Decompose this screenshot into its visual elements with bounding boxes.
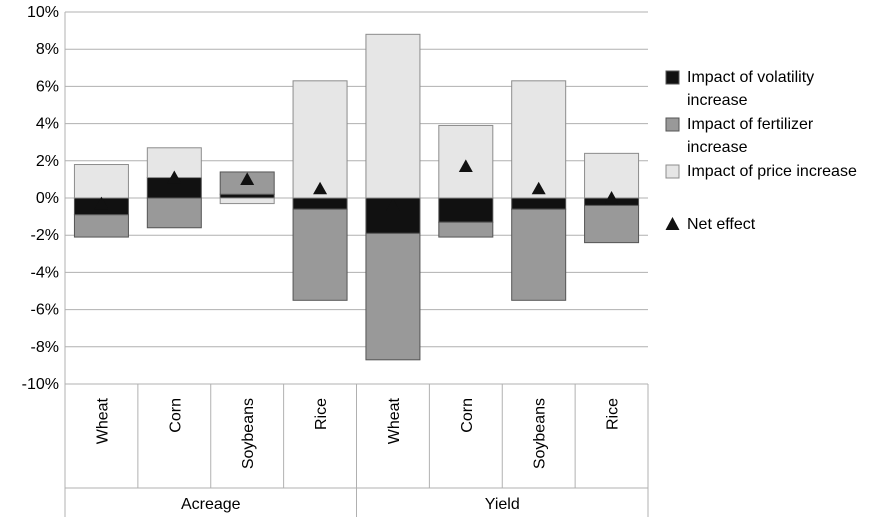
category-label: Wheat (386, 397, 403, 444)
y-tick-label: -6% (31, 302, 59, 319)
y-tick-label: 2% (36, 153, 59, 170)
legend-swatch (665, 70, 680, 85)
category-label: Wheat (94, 397, 111, 444)
legend-label: Impact of fertilizer (687, 116, 814, 133)
bar-segment-volatility (438, 197, 494, 223)
net-effect-marker (604, 191, 619, 204)
net-effect-marker (167, 170, 182, 184)
bar-segment-fertilizer (73, 214, 129, 238)
legend-label: Impact of price increase (687, 163, 857, 180)
y-tick-label: 0% (36, 190, 59, 207)
category-label: Rice (313, 398, 330, 430)
net-effect-marker (458, 159, 473, 172)
net-effect-marker (531, 181, 546, 195)
y-tick-label: -10% (22, 376, 59, 393)
category-label: Corn (459, 398, 476, 433)
y-tick-label: -4% (31, 264, 59, 281)
net-effect-marker (385, 198, 400, 212)
y-tick-label: -2% (31, 227, 59, 244)
net-effect-marker (313, 181, 328, 195)
legend-label: increase (687, 92, 748, 109)
bar-segment-fertilizer (292, 208, 348, 301)
bar-segment-price (73, 164, 129, 199)
net-effect-marker (240, 172, 255, 185)
y-tick-label: 6% (36, 78, 59, 95)
y-tick-label: 8% (36, 41, 59, 58)
bar-segment-fertilizer (584, 204, 640, 244)
bars (73, 33, 640, 361)
y-tick-label: -8% (31, 339, 59, 356)
bar-segment-price (292, 80, 348, 199)
legend-net-effect-marker (665, 217, 680, 230)
category-label: Rice (605, 398, 622, 430)
bar-segment-fertilizer (511, 208, 567, 301)
bar-segment-volatility (511, 197, 567, 210)
legend-swatch (665, 117, 680, 132)
y-tick-label: 4% (36, 116, 59, 133)
legend-label: increase (687, 139, 748, 156)
net-effect-marker (94, 196, 109, 210)
category-label: Corn (167, 398, 184, 433)
legend-swatch (665, 164, 680, 179)
category-label: Soybeans (240, 398, 257, 469)
group-label: Yield (485, 496, 520, 513)
axes: 10% 8% 6% 4% 2% 0% -2% -4% -6% -8% -10% Wheat Corn So… (22, 4, 649, 517)
bar-segment-price (219, 197, 275, 205)
category-label: Soybeans (532, 398, 549, 469)
group-label: Acreage (181, 496, 241, 513)
y-tick-label: 10% (27, 4, 59, 21)
bar-segment-volatility (292, 197, 348, 210)
bar-segment-price (365, 33, 421, 199)
legend-label: Net effect (687, 216, 756, 233)
bar-segment-price (511, 80, 567, 199)
bar-segment-volatility (219, 193, 275, 199)
legend-label: Impact of volatility (687, 69, 814, 86)
bar-segment-fertilizer (438, 221, 494, 238)
legend: Impact of volatility increase Impact of fe… (665, 69, 857, 233)
bar-segment-fertilizer (146, 197, 202, 229)
bar-segment-fertilizer (365, 232, 421, 361)
